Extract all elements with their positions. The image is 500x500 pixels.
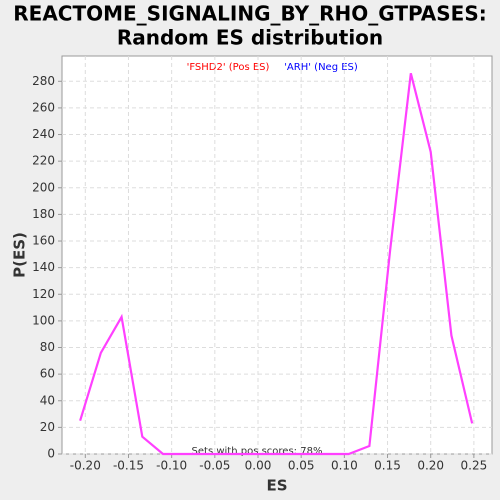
y-tick-label: 120	[32, 287, 55, 301]
x-tick-label: 0.05	[288, 459, 315, 473]
x-tick-label: -0.15	[113, 459, 144, 473]
y-tick-label: 160	[32, 234, 55, 248]
y-tick-label: 80	[40, 340, 55, 354]
annotation: Sets with pos scores: 78%	[192, 446, 323, 457]
x-tick-label: -0.05	[199, 459, 230, 473]
y-tick-label: 100	[32, 313, 55, 327]
legend-text: 'FSHD2' (Pos ES)	[187, 62, 270, 73]
x-tick-label: 0.25	[461, 459, 488, 473]
plot-area	[61, 55, 493, 455]
y-tick-label: 260	[32, 100, 55, 114]
y-tick-label: 280	[32, 74, 55, 88]
y-axis-label: P(ES)	[11, 232, 29, 278]
y-tick-label: 240	[32, 127, 55, 141]
y-tick-label: 40	[40, 393, 55, 407]
y-tick-label: 140	[32, 260, 55, 274]
x-tick-label: 0.10	[331, 459, 358, 473]
x-tick-label: 0.00	[245, 459, 272, 473]
y-tick-label: 0	[47, 447, 55, 461]
line	[79, 73, 474, 456]
x-tick-label: 0.20	[417, 459, 444, 473]
x-tick-label: -0.20	[70, 459, 101, 473]
chart-title: Random ES distribution	[117, 26, 383, 50]
y-tick-label: 200	[32, 180, 55, 194]
legend-text: 'ARH' (Neg ES)	[284, 62, 358, 73]
y-tick-label: 220	[32, 154, 55, 168]
x-axis-label: ES	[266, 477, 287, 495]
y-tick-label: 180	[32, 207, 55, 221]
y-tick-label: 60	[40, 367, 55, 381]
chart-title: REACTOME_SIGNALING_BY_RHO_GTPASES:	[13, 2, 487, 26]
x-tick-label: 0.15	[374, 459, 401, 473]
y-tick-label: 20	[40, 420, 55, 434]
x-tick-label: -0.10	[156, 459, 187, 473]
